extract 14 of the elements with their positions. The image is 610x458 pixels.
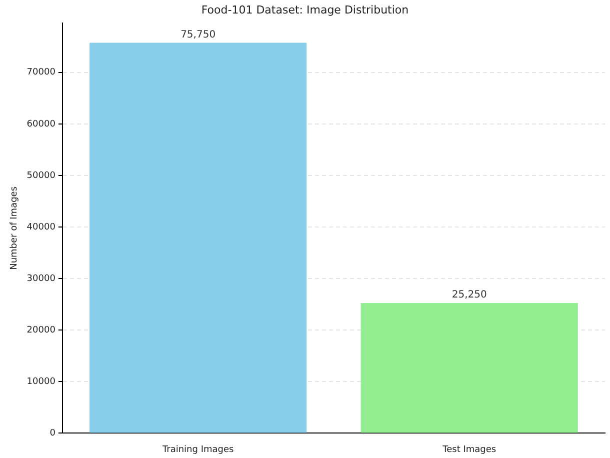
y-axis-title: Number of Images [10, 186, 20, 270]
data-label: 75,750 [180, 29, 216, 40]
y-tick-label: 60000 [26, 119, 56, 130]
y-tick-label: 10000 [26, 376, 56, 387]
x-tick-label: Training Images [161, 444, 234, 455]
y-tick-label: 0 [50, 428, 56, 439]
data-label: 25,250 [452, 290, 487, 301]
x-tick-label: Test Images [442, 444, 496, 455]
y-tick-label: 20000 [26, 325, 56, 336]
y-tick-label: 30000 [26, 274, 56, 284]
y-tick-label: 50000 [26, 170, 56, 181]
chart-title: Food-101 Dataset: Image Distribution [201, 3, 409, 16]
y-tick-label: 70000 [26, 68, 56, 78]
y-tick-label: 40000 [26, 222, 56, 232]
